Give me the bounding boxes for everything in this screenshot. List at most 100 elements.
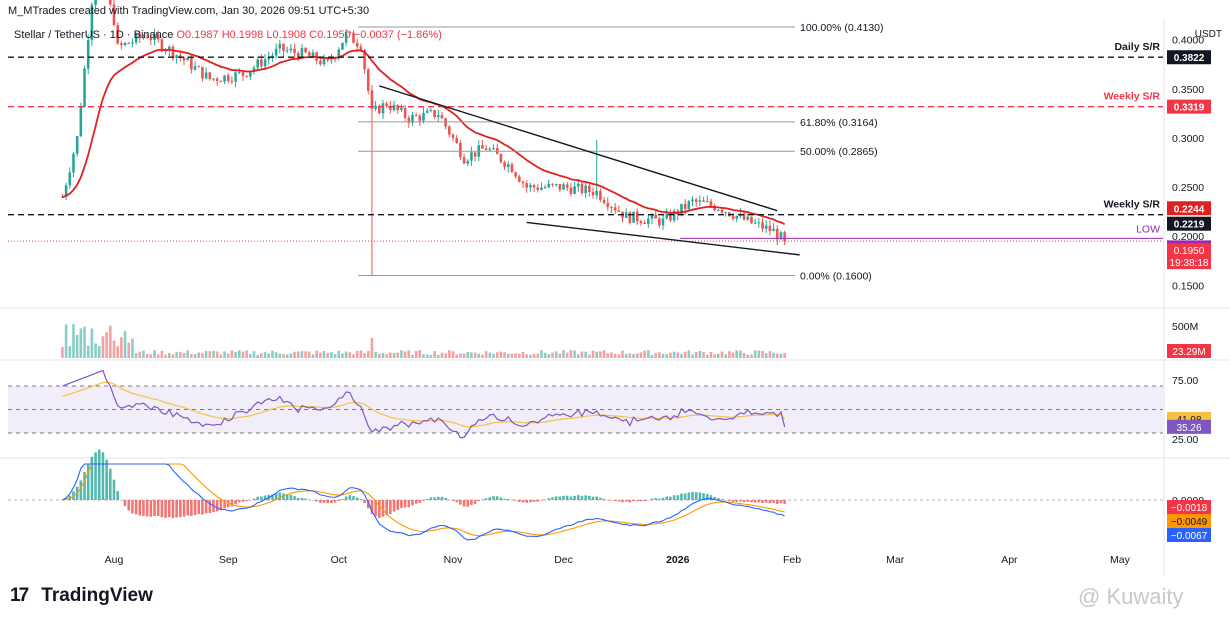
macd-histogram-bar <box>503 498 506 500</box>
candle-body <box>215 78 219 82</box>
macd-histogram-bar <box>363 500 366 503</box>
macd-histogram-bar <box>724 499 727 501</box>
macd-histogram-bar <box>658 498 661 500</box>
candle-body <box>540 187 543 190</box>
volume-bar <box>680 354 683 358</box>
watermark: @ Kuwaity <box>1078 584 1184 609</box>
candle-body <box>61 196 64 198</box>
macd-histogram-bar <box>204 500 208 514</box>
candle-body <box>514 172 517 177</box>
volume-bar <box>532 353 536 358</box>
candle-body <box>319 60 322 65</box>
volume-bar <box>477 353 481 358</box>
macd-histogram-bar <box>473 500 477 504</box>
candle-body <box>396 105 400 110</box>
volume-bar <box>576 354 580 358</box>
macd-histogram-bar <box>241 500 245 502</box>
candle-body <box>245 75 248 77</box>
candle-body <box>606 202 610 208</box>
volume-bar <box>86 345 90 358</box>
candle-body <box>131 42 134 44</box>
macd-histogram-bar <box>197 500 201 515</box>
macd-histogram-bar <box>381 500 385 517</box>
volume-bar <box>558 353 562 358</box>
tag-current-bg <box>1167 243 1211 270</box>
macd-histogram-bar <box>245 500 248 502</box>
volume-bar <box>753 350 757 358</box>
candle-body <box>565 184 569 188</box>
macd-histogram-bar <box>565 495 569 500</box>
volume-bar <box>267 353 271 358</box>
volume-bar <box>219 354 223 358</box>
macd-histogram-bar <box>326 500 330 504</box>
price-tick-label: 0.2000 <box>1172 231 1204 243</box>
volume-bar <box>536 353 540 358</box>
macd-histogram-bar <box>569 496 573 500</box>
macd-histogram-bar <box>425 498 429 500</box>
candle-body <box>617 210 621 212</box>
volume-bar <box>448 350 451 358</box>
volume-bar <box>315 350 318 358</box>
macd-histogram-bar <box>477 500 481 502</box>
candle-body <box>326 57 330 61</box>
volume-bar <box>190 354 193 358</box>
candle-body <box>120 43 123 46</box>
volume-bar <box>705 354 709 358</box>
macd-histogram-bar <box>134 500 138 515</box>
macd-histogram-bar <box>411 500 414 506</box>
volume-bar <box>518 353 521 358</box>
candle-body <box>783 232 786 242</box>
macd-histogram-bar <box>182 500 186 517</box>
volume-bar <box>127 342 131 358</box>
axis-currency[interactable]: USDT <box>1194 29 1222 40</box>
macd-histogram-bar <box>775 500 779 504</box>
candle-body <box>381 103 385 114</box>
volume-bar <box>260 353 263 358</box>
volume-bar <box>271 350 274 358</box>
candle-body <box>79 106 83 137</box>
volume-bar <box>484 351 488 358</box>
candle-body <box>226 75 230 81</box>
volume-bar <box>466 351 470 358</box>
candle-body <box>481 145 484 149</box>
volume-bar <box>61 346 64 358</box>
candle-body <box>400 107 403 110</box>
tag-ma: 0.2244 <box>1174 204 1205 215</box>
candle-body <box>271 55 274 58</box>
candle-body <box>72 153 75 173</box>
volume-bar <box>709 351 713 358</box>
macd-histogram-bar <box>274 493 278 500</box>
macd-histogram-bar <box>149 500 153 517</box>
macd-histogram-bar <box>735 500 739 502</box>
tag-weekly-sr-2-bg <box>1167 216 1211 231</box>
macd-histogram-bar <box>226 500 230 508</box>
candle-body <box>212 78 215 80</box>
volume-bar <box>742 352 746 358</box>
volume-bar <box>735 350 739 358</box>
macd-histogram-bar <box>311 500 315 501</box>
symbol-legend[interactable]: Stellar / TetherUS · 1D · Binance O0.198… <box>14 29 442 41</box>
volume-bar <box>764 353 768 358</box>
macd-histogram-bar <box>742 500 746 503</box>
volume-bar <box>554 351 558 358</box>
volume-bar <box>702 351 705 358</box>
candle-body <box>256 59 259 68</box>
symbol-title[interactable]: Stellar / TetherUS · 1D · Binance <box>14 29 174 41</box>
tradingview-logo[interactable]: 17 TradingView <box>10 585 153 607</box>
volume-bar <box>510 353 514 358</box>
macd-histogram-bar <box>252 498 256 500</box>
volume-bar <box>624 353 628 358</box>
candle-body <box>691 199 694 202</box>
macd-histogram-bar <box>396 500 400 511</box>
macd-histogram-bar <box>728 500 731 501</box>
macd-histogram-bar <box>433 497 436 500</box>
candle-body <box>429 110 433 112</box>
candle-body <box>153 34 156 40</box>
macd-histogram-bar <box>407 500 411 508</box>
volume-bar <box>97 346 101 358</box>
candle-body <box>204 72 208 79</box>
volume-bar <box>746 354 750 358</box>
macd-histogram-bar <box>543 499 547 501</box>
macd-histogram-bar <box>518 500 521 502</box>
